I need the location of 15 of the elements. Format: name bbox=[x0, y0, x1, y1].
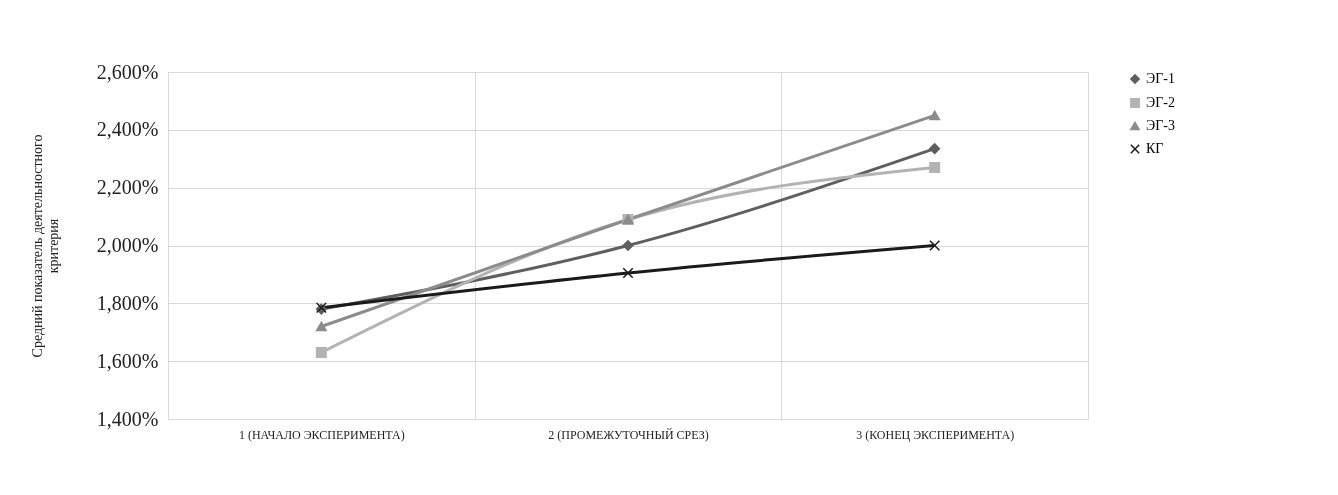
legend-label: ЭГ-2 bbox=[1146, 95, 1175, 110]
y-tick-label: 2,200% bbox=[96, 176, 159, 199]
y-tick-label: 1,400% bbox=[96, 407, 159, 430]
x-tick-label: 1 (НАЧАЛО ЭКСПЕРИМЕНТА) bbox=[238, 427, 405, 442]
x-tick-label: 2 (ПРОМЕЖУТОЧНЫЙ СРЕЗ) bbox=[548, 427, 709, 442]
y-axis-title: Средний показатель деятельностного критерия bbox=[29, 134, 61, 358]
y-tick-label: 2,000% bbox=[96, 234, 159, 256]
legend-label: КГ bbox=[1146, 141, 1164, 156]
y-tick-label: 1,800% bbox=[96, 291, 159, 314]
y-tick-label: 2,600% bbox=[96, 60, 159, 83]
legend-label: ЭГ-1 bbox=[1146, 71, 1175, 86]
x-tick-label: 3 (КОНЕЦ ЭКСПЕРИМЕНТА) bbox=[856, 427, 1015, 442]
legend-label: ЭГ-3 bbox=[1146, 118, 1175, 133]
y-tick-label: 1,600% bbox=[96, 349, 159, 372]
y-tick-label: 2,400% bbox=[96, 118, 159, 141]
